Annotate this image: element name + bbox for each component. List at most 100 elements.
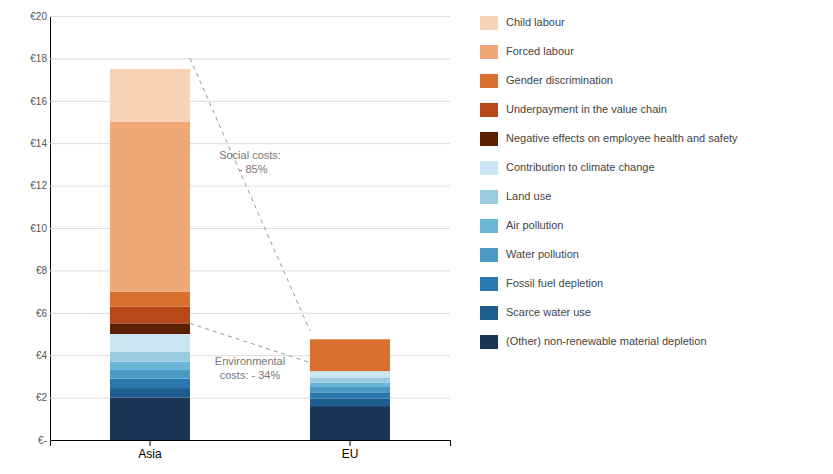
legend-item: Negative effects on employee health and … (480, 132, 738, 146)
legend-item: Contribution to climate change (480, 161, 655, 175)
bar-segment (310, 406, 390, 440)
legend-label: Gender discrimination (506, 74, 613, 86)
bar-segment (110, 334, 190, 352)
legend-label: Water pollution (506, 248, 579, 260)
legend-swatch (480, 161, 498, 175)
x-tick-label: Asia (138, 447, 162, 461)
bar-segment (110, 362, 190, 370)
legend-label: Negative effects on employee health and … (506, 132, 738, 144)
y-tick: €16 (30, 96, 450, 107)
tick-mark (150, 440, 151, 446)
legend: Child labour Forced labour Gender discrimi… (480, 16, 738, 349)
bar-segment (110, 352, 190, 362)
legend-swatch (480, 306, 498, 320)
legend-swatch (480, 277, 498, 291)
chart-svg: €- €2 €4 €6 €8 €10 €12 €14 €16 €18 €20 Asia EU Enviro… (0, 0, 833, 474)
bar-segment (310, 392, 390, 398)
legend-label: Air pollution (506, 219, 563, 231)
bar-segment (110, 306, 190, 323)
bar-segment (110, 323, 190, 334)
y-axis-line (51, 17, 451, 441)
legend-item: Gender discrimination (480, 74, 613, 88)
bar-segment (110, 388, 190, 398)
y-tick: €10 (30, 223, 450, 234)
y-tick: €18 (30, 53, 450, 64)
bar-series (110, 398, 390, 440)
bar-segment (310, 371, 390, 377)
y-tick: €12 (30, 180, 450, 191)
legend-swatch (480, 103, 498, 117)
legend-label: Scarce water use (506, 306, 591, 318)
y-tick-label: €12 (30, 180, 47, 191)
bar-segment (110, 398, 190, 440)
bar-series (110, 292, 390, 371)
bar-series (110, 122, 190, 292)
legend-label: Underpayment in the value chain (506, 103, 667, 115)
legend-item: Forced labour (480, 45, 574, 59)
chart-container: €- €2 €4 €6 €8 €10 €12 €14 €16 €18 €20 Asia EU Enviro… (0, 0, 833, 474)
legend-label: Fossil fuel depletion (506, 277, 603, 289)
y-tick-label: €2 (36, 392, 48, 403)
bar-segment (310, 387, 390, 392)
bar-segment (110, 379, 190, 389)
bar-segment (110, 370, 190, 378)
y-tick-label: €16 (30, 96, 47, 107)
y-tick-label: €4 (36, 350, 48, 361)
y-tick-label: €6 (36, 308, 48, 319)
legend-swatch (480, 248, 498, 262)
grid-line (50, 58, 450, 59)
connectors (190, 58, 310, 362)
y-tick-label: €14 (30, 138, 47, 149)
y-tick: €6 (36, 308, 450, 319)
bar-series (110, 306, 190, 323)
legend-item: Underpayment in the value chain (480, 103, 667, 117)
x-tick: EU (342, 440, 359, 461)
bar-segment (110, 69, 190, 122)
tick-mark (350, 440, 351, 446)
legend-item: Fossil fuel depletion (480, 277, 603, 291)
x-tick-label: EU (342, 447, 359, 461)
legend-item: Land use (480, 190, 551, 204)
legend-swatch (480, 335, 498, 349)
bar-segment (110, 292, 190, 307)
plot-area: €- €2 €4 €6 €8 €10 €12 €14 €16 €18 €20 Asia EU Enviro… (30, 11, 450, 461)
bar-series (110, 323, 190, 334)
bars (110, 69, 390, 440)
grid-line (50, 16, 450, 17)
legend-swatch (480, 219, 498, 233)
legend-swatch (480, 45, 498, 59)
legend-item: Scarce water use (480, 306, 591, 320)
y-tick: €8 (36, 265, 450, 276)
legend-item: Child labour (480, 16, 565, 30)
y-tick-label: €8 (36, 265, 48, 276)
legend-item: Water pollution (480, 248, 579, 262)
bar-segment (310, 339, 390, 340)
legend-swatch (480, 132, 498, 146)
annotation: Social costs: - 85% (219, 149, 281, 175)
y-tick-label: €20 (30, 11, 47, 22)
x-axis: Asia EU (51, 440, 451, 461)
legend-swatch (480, 190, 498, 204)
bar-segment (310, 339, 390, 371)
legend-swatch (480, 16, 498, 30)
annotation: Environmentalcosts: - 34% (215, 355, 285, 381)
bar-segment (310, 399, 390, 406)
legend-label: Child labour (506, 16, 565, 28)
legend-label: Land use (506, 190, 551, 202)
y-tick: €14 (30, 138, 450, 149)
connector-line (190, 58, 310, 330)
annotations: Environmentalcosts: - 34% Social costs: -… (215, 149, 285, 381)
bar-segment (310, 377, 390, 382)
y-tick-label: €- (38, 435, 47, 446)
bar-series (110, 69, 190, 122)
legend-item: (Other) non-renewable material depletion (480, 335, 707, 349)
legend-label: Contribution to climate change (506, 161, 655, 173)
y-tick-label: €10 (30, 223, 47, 234)
legend-swatch (480, 74, 498, 88)
x-tick: Asia (138, 440, 162, 461)
legend-label: (Other) non-renewable material depletion (506, 335, 707, 347)
bar-segment (110, 122, 190, 292)
y-tick: €20 (30, 11, 450, 22)
legend-label: Forced labour (506, 45, 574, 57)
bar-segment (310, 383, 390, 387)
